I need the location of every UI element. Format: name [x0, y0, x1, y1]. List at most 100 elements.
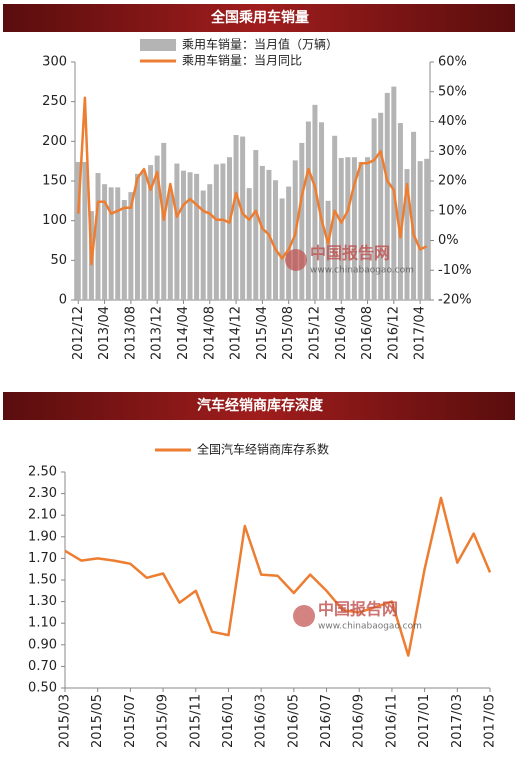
y-tick-label: 0.70: [28, 659, 57, 674]
bar: [345, 157, 351, 300]
x-tick-label: 2013/04: [97, 306, 112, 360]
x-tick-label: 2016/07: [319, 694, 334, 748]
line: [64, 496, 492, 657]
bar: [286, 186, 292, 300]
legend-label: 全国汽车经销商库存系数: [197, 442, 329, 457]
x-tick-label: 2016/03: [254, 694, 269, 748]
x-tick-label: 2016/12: [386, 306, 401, 360]
bar: [108, 187, 114, 300]
x-tick-label: 2016/01: [221, 694, 236, 748]
y-tick-label: 300: [42, 55, 67, 70]
y2-tick-label: -20%: [438, 293, 472, 308]
x-tick-label: 2016/09: [352, 694, 367, 748]
x-tick-label: 2017/01: [417, 694, 432, 748]
bar: [128, 192, 134, 300]
y-tick-label: 2.30: [28, 486, 57, 501]
bar: [397, 123, 403, 300]
bar: [134, 173, 140, 300]
y-tick-label: 1.50: [28, 573, 57, 588]
banner: [3, 4, 515, 32]
watermark: 中国报告网: [318, 600, 398, 619]
bar: [148, 165, 154, 300]
x-tick-label: 2016/08: [360, 306, 375, 360]
y2-tick-label: 40%: [438, 114, 467, 129]
bar: [358, 161, 364, 300]
bar: [200, 190, 206, 300]
y2-tick-label: -10%: [438, 263, 472, 278]
bar: [338, 157, 344, 300]
x-tick-label: 2015/09: [156, 694, 171, 748]
y2-tick-label: 10%: [438, 203, 467, 218]
bar: [213, 164, 219, 300]
legend-label: 乘用车销量：当月同比: [182, 53, 302, 68]
legend-swatch: [140, 39, 176, 51]
x-tick-label: 2013/12: [150, 306, 165, 360]
y-tick-label: 0.90: [28, 637, 57, 652]
x-tick-label: 2014/08: [202, 306, 217, 360]
y2-tick-label: 20%: [438, 174, 467, 189]
bar: [279, 198, 285, 300]
watermark: 中国报告网: [310, 244, 390, 263]
bar: [351, 157, 357, 300]
x-tick-label: 2017/04: [413, 306, 428, 360]
bar: [259, 165, 265, 300]
bar: [273, 180, 279, 300]
bar: [305, 121, 311, 300]
bar: [233, 134, 239, 300]
bar: [424, 158, 430, 300]
y-tick-label: 0: [59, 293, 67, 308]
bar: [417, 161, 423, 300]
y-tick-label: 0.50: [28, 681, 57, 696]
y-tick-label: 50: [50, 253, 67, 268]
y-tick-label: 100: [42, 213, 67, 228]
bar: [312, 104, 318, 300]
bar: [161, 142, 167, 300]
bar: [325, 200, 331, 300]
y-tick-label: 250: [42, 94, 67, 109]
banner: [3, 392, 515, 420]
bar: [411, 131, 417, 300]
x-tick-label: 2014/12: [229, 306, 244, 360]
x-tick-label: 2015/04: [255, 306, 270, 360]
bar: [226, 157, 232, 300]
bar: [95, 173, 101, 300]
bar: [246, 188, 252, 300]
x-tick-label: 2015/11: [188, 694, 203, 748]
bar: [180, 170, 186, 300]
bar: [207, 184, 213, 300]
y-tick-label: 200: [42, 134, 67, 149]
line: [77, 96, 428, 266]
bar: [378, 112, 384, 300]
bar: [384, 92, 390, 300]
x-tick-label: 2012/12: [71, 306, 86, 360]
chart-title: 汽车经销商库存深度: [197, 397, 324, 414]
bar: [121, 200, 127, 300]
bar: [82, 161, 88, 300]
y-tick-label: 1.70: [28, 551, 57, 566]
x-tick-label: 2016/11: [384, 694, 399, 748]
x-tick-label: 2017/03: [450, 694, 465, 748]
x-tick-label: 2016/05: [286, 694, 301, 748]
y-tick-label: 1.30: [28, 594, 57, 609]
watermark-url: www.chinabaogao.com: [318, 622, 422, 632]
bar: [187, 172, 193, 300]
bar: [240, 136, 246, 300]
y-tick-label: 150: [42, 174, 67, 189]
x-tick-label: 2015/08: [281, 306, 296, 360]
bar: [365, 157, 371, 300]
bar: [253, 150, 259, 300]
y2-tick-label: 60%: [438, 55, 467, 70]
watermark-logo: [293, 605, 315, 627]
bar: [154, 155, 160, 300]
y2-tick-label: 30%: [438, 144, 467, 159]
legend-label: 乘用车销量：当月值（万辆）: [182, 37, 338, 52]
x-tick-label: 2015/12: [307, 306, 322, 360]
y-tick-label: 2.50: [28, 465, 57, 480]
bar: [141, 171, 147, 300]
bar: [332, 135, 338, 300]
bar: [220, 163, 226, 300]
y-tick-label: 1.90: [28, 529, 57, 544]
x-tick-label: 2017/05: [483, 694, 498, 748]
bar: [75, 161, 81, 300]
